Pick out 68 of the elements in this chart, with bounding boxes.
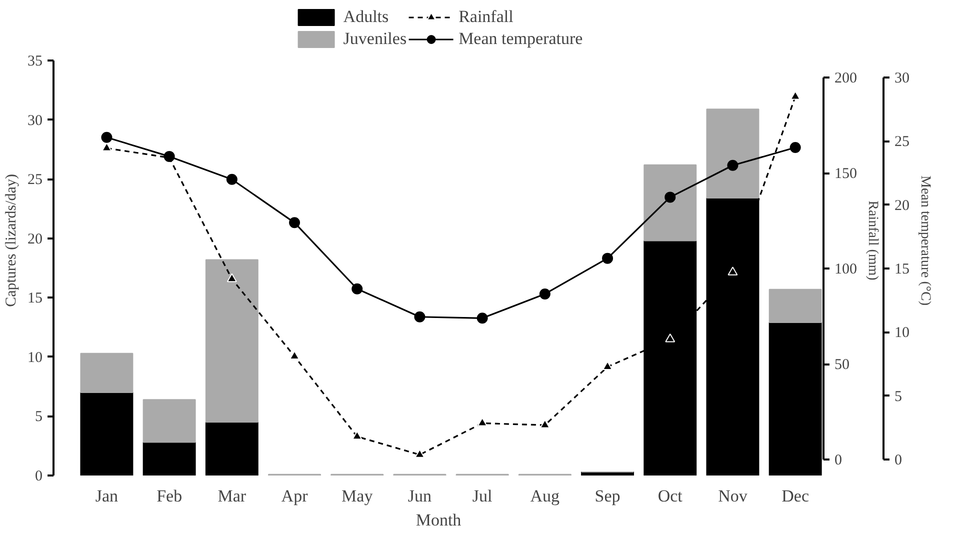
point xyxy=(414,449,425,458)
point xyxy=(476,312,488,324)
bar xyxy=(142,399,196,443)
x-tick-label: Dec xyxy=(782,486,810,506)
point xyxy=(664,192,676,203)
x-tick-label: Jul xyxy=(472,486,493,506)
x-tick-label: Mar xyxy=(218,486,246,506)
point xyxy=(602,252,614,264)
y3-tick-label: 10 xyxy=(894,325,910,342)
point xyxy=(101,132,112,143)
legend-label: Mean temperature xyxy=(458,29,583,49)
y-tick-label: 15 xyxy=(28,290,42,307)
x-tick-label: May xyxy=(342,486,374,506)
bar xyxy=(142,442,196,476)
point xyxy=(290,350,300,360)
y3-tick-label: 20 xyxy=(894,198,910,214)
bar xyxy=(768,288,822,324)
x-tick-label: Aug xyxy=(530,486,560,506)
y2-tick-label: 0 xyxy=(834,452,842,468)
point xyxy=(352,430,362,440)
bar xyxy=(205,422,258,476)
point xyxy=(728,266,738,276)
legend-label: Adults xyxy=(343,7,389,27)
point xyxy=(226,174,238,185)
bar xyxy=(644,164,697,242)
y2-tick-label: 150 xyxy=(834,166,857,182)
x-tick-label: Feb xyxy=(156,486,182,506)
x-tick-label: Nov xyxy=(718,486,748,506)
y-tick-label: 35 xyxy=(28,54,42,70)
point xyxy=(352,283,363,294)
bar xyxy=(80,392,134,476)
y-tick-label: 30 xyxy=(28,112,42,129)
point xyxy=(414,311,426,322)
y3-tick-label: 0 xyxy=(894,452,902,468)
x-tick-label: Jun xyxy=(408,486,432,506)
y-axis-title: Captures (lizards/day) xyxy=(4,174,20,307)
legend-label: Juveniles xyxy=(343,29,407,49)
point xyxy=(226,273,237,282)
bar xyxy=(706,108,760,199)
point xyxy=(665,333,676,342)
y-tick-label: 25 xyxy=(28,172,42,188)
x-tick-label: Sep xyxy=(594,486,620,506)
x-axis-title: Month xyxy=(416,510,462,530)
x-tick-label: Apr xyxy=(281,486,308,506)
point xyxy=(602,361,613,370)
y3-tick-label: 15 xyxy=(894,262,910,278)
point xyxy=(477,418,488,426)
point xyxy=(539,288,550,300)
legend-label: Rainfall xyxy=(458,7,514,27)
y3-tick-label: 30 xyxy=(894,70,910,86)
y3-axis-title: Mean temperature (°C) xyxy=(918,176,932,306)
point xyxy=(790,142,801,154)
y2-tick-label: 200 xyxy=(834,70,857,86)
y-tick-label: 10 xyxy=(28,350,42,366)
y3-tick-label: 25 xyxy=(894,134,910,150)
y2-tick-label: 50 xyxy=(834,357,850,373)
point xyxy=(727,160,738,171)
y-tick-label: 20 xyxy=(28,231,42,248)
y3-tick-label: 5 xyxy=(894,388,902,405)
y-tick-label: 5 xyxy=(35,409,42,426)
y2-axis-title: Rainfall (mm) xyxy=(865,200,880,281)
x-tick-label: Oct xyxy=(658,486,683,506)
y2-tick-label: 100 xyxy=(834,262,857,278)
x-tick-label: Jan xyxy=(95,486,119,506)
y-tick-label: 0 xyxy=(35,468,42,484)
point xyxy=(289,217,300,228)
bar xyxy=(205,259,258,423)
bar xyxy=(80,352,134,393)
